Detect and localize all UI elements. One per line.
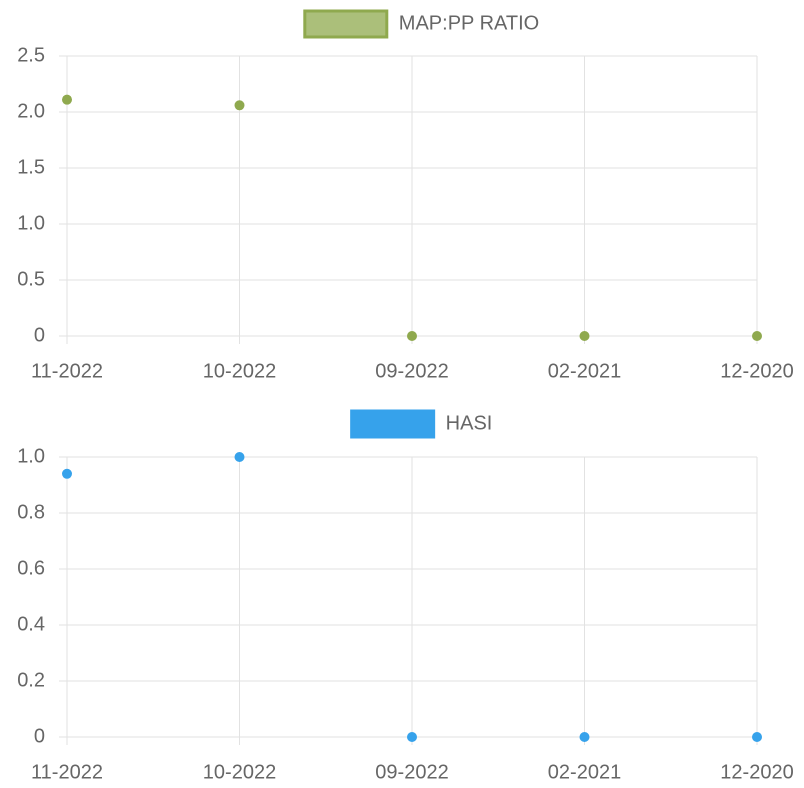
x-tick-label: 09-2022 [375, 761, 448, 783]
y-tick-label: 1.5 [17, 156, 45, 178]
legend-swatch [350, 409, 436, 439]
y-tick-label: 1.0 [17, 212, 45, 234]
point [234, 452, 245, 462]
point [752, 732, 762, 742]
y-tick-label: 0 [34, 725, 45, 747]
point [62, 94, 72, 105]
y-tick-label: 0.2 [17, 669, 45, 691]
y-tick-label: 0.8 [17, 501, 45, 523]
x-tick-label: 12-2020 [720, 360, 793, 382]
x-tick-label: 02-2021 [548, 761, 621, 783]
point [752, 331, 762, 341]
legend-swatch [303, 9, 389, 39]
y-tick-label: 2.5 [17, 44, 45, 66]
x-tick-label: 10-2022 [203, 761, 276, 783]
x-tick-label: 11-2022 [31, 360, 103, 382]
y-tick-label: 0.5 [17, 268, 45, 290]
x-tick-label: 02-2021 [548, 360, 621, 382]
point [407, 732, 417, 742]
point [579, 732, 590, 742]
y-tick-label: 0.4 [17, 613, 45, 635]
legend-label: MAP:PP RATIO [399, 12, 539, 34]
x-tick-label: 10-2022 [203, 360, 276, 382]
y-tick-label: 0 [34, 324, 45, 346]
point [579, 331, 590, 341]
y-tick-label: 1.0 [17, 445, 45, 467]
legend-label: HASI [446, 412, 493, 434]
y-tick-label: 2.0 [17, 100, 45, 122]
point [234, 100, 245, 111]
point [407, 331, 417, 341]
x-tick-label: 11-2022 [31, 761, 103, 783]
x-tick-label: 12-2020 [720, 761, 793, 783]
y-tick-label: 0.6 [17, 557, 45, 579]
x-tick-label: 09-2022 [375, 360, 448, 382]
point [62, 468, 72, 479]
